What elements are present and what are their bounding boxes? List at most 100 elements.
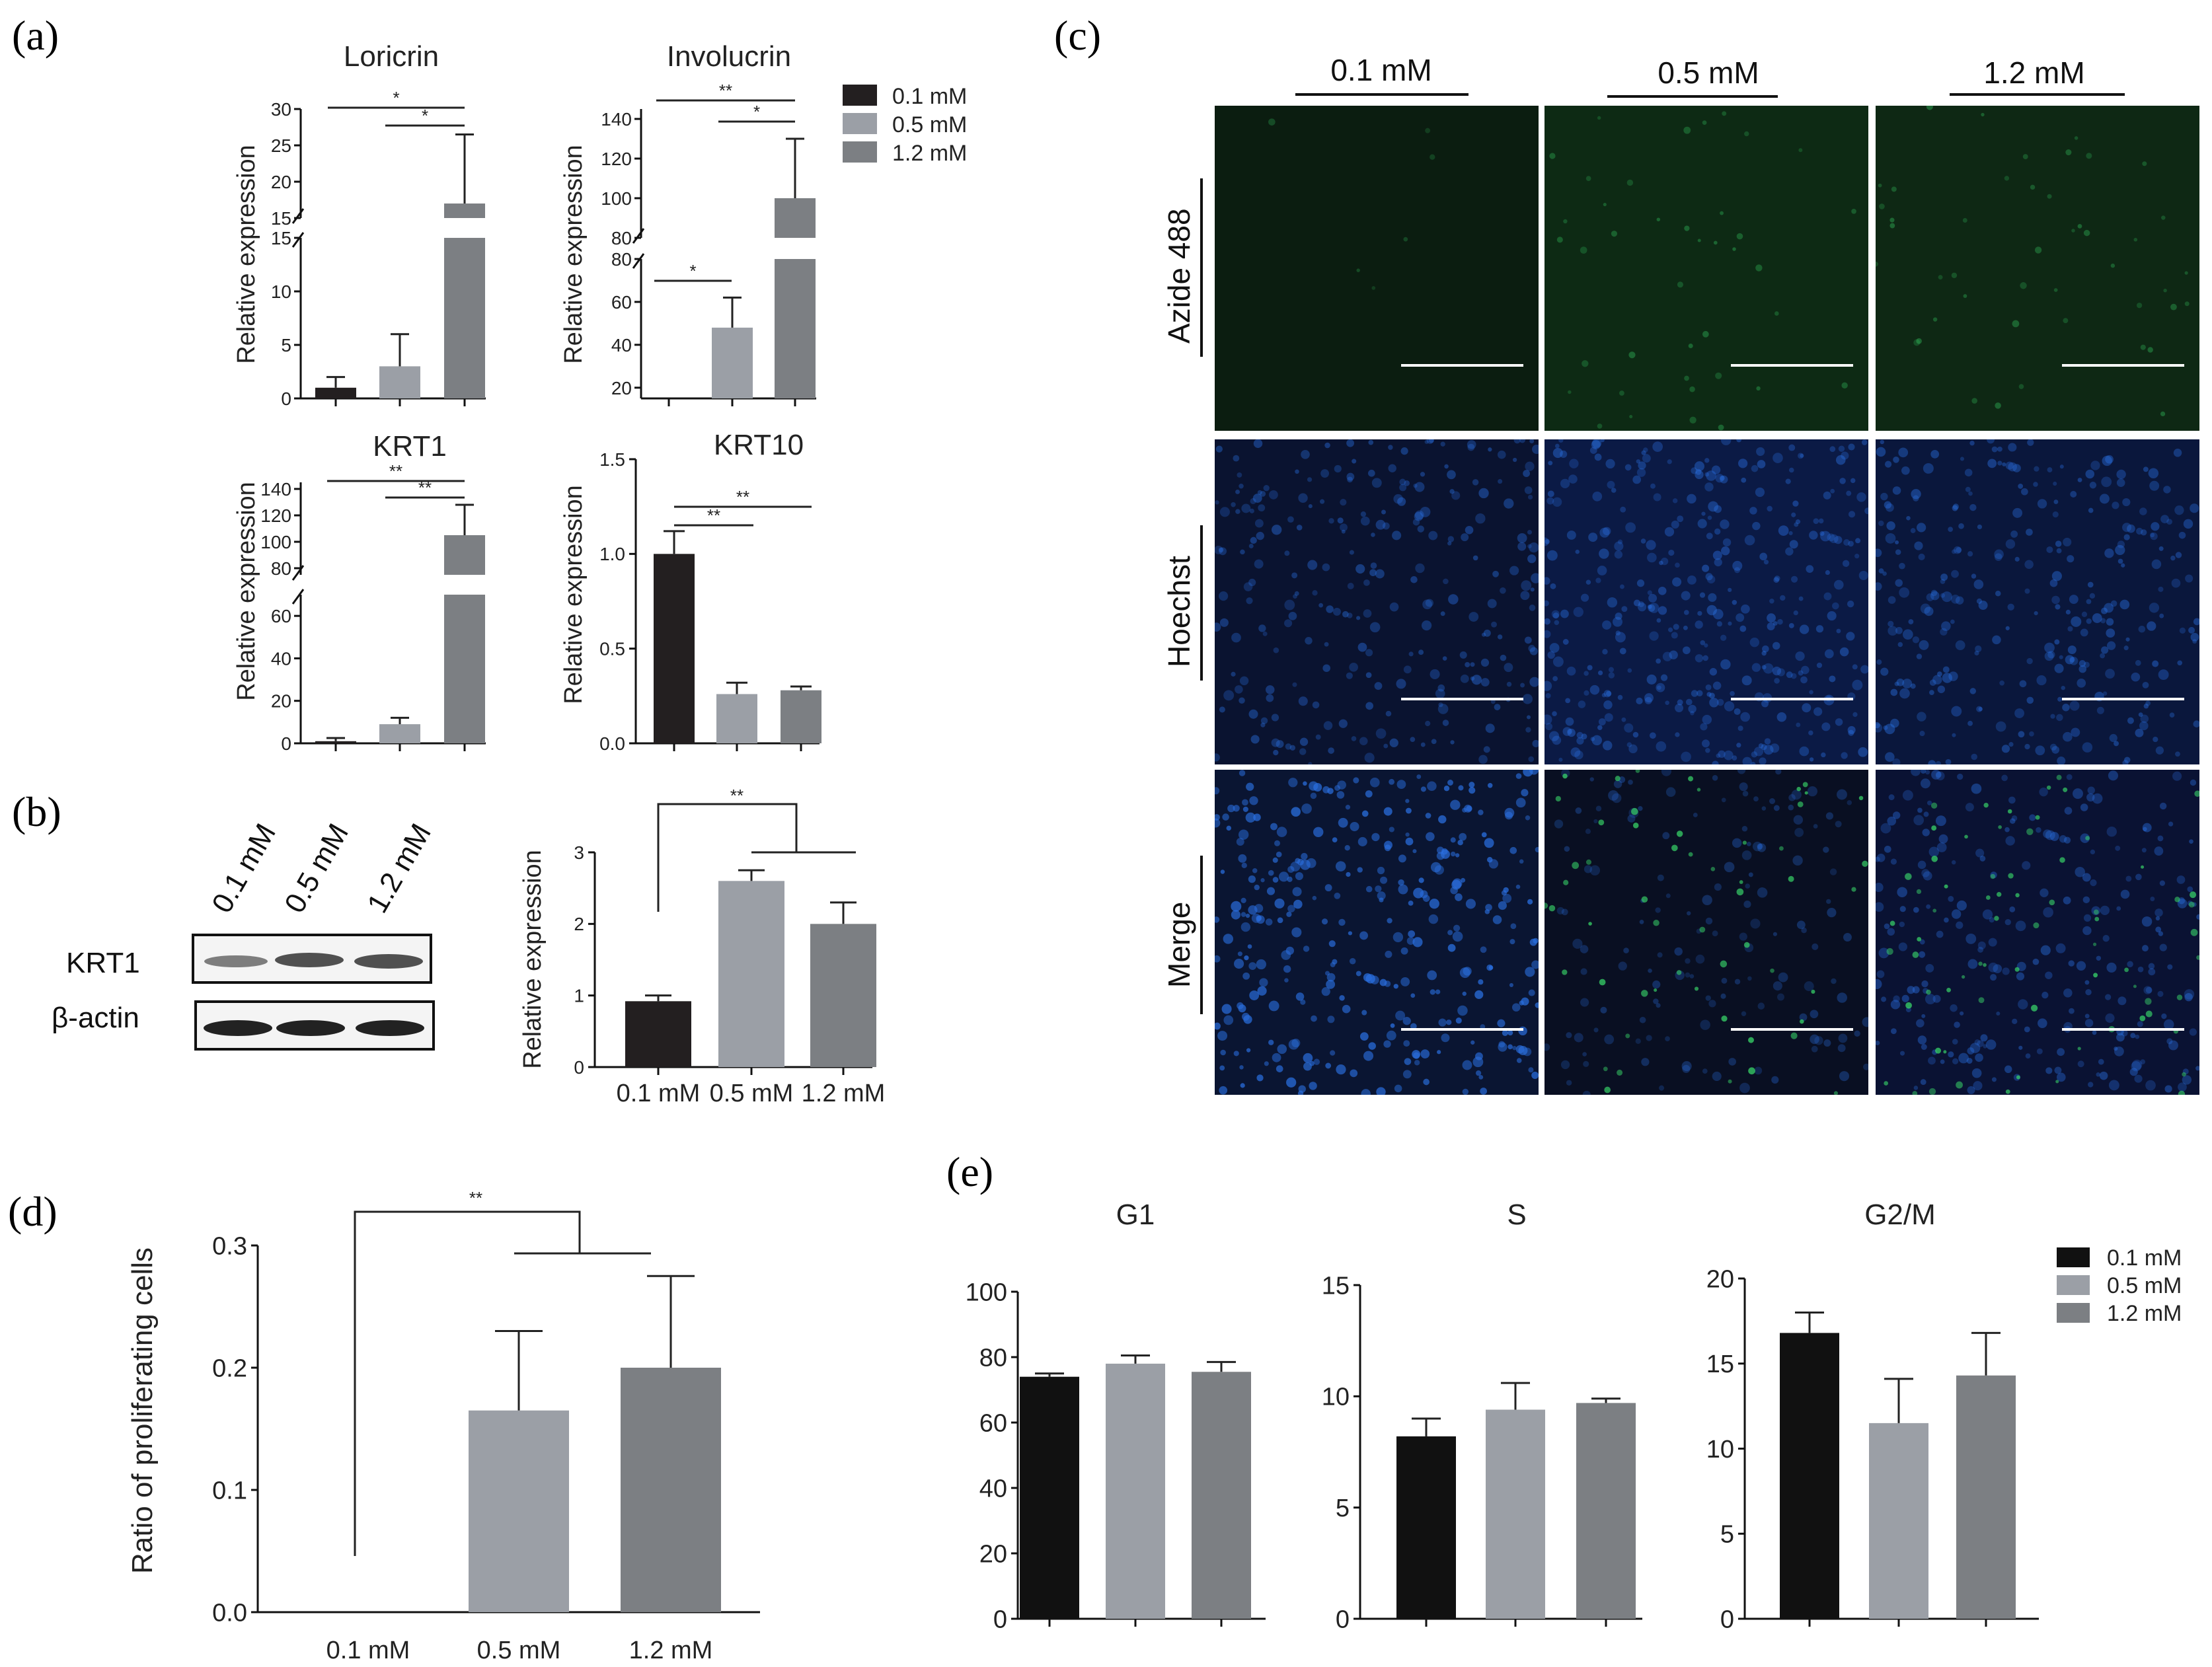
micro-merge-01-nucleus — [1223, 934, 1233, 944]
micro-hoechst-05-nucleus — [1669, 650, 1678, 659]
micro-hoechst-01-nucleus — [1219, 618, 1229, 627]
micro-merge-01-nucleus — [1227, 804, 1235, 813]
micro-merge-01-nucleus — [1408, 930, 1416, 938]
micro-hoechst-12-nucleus — [1955, 640, 1965, 651]
micro-hoechst-05-nucleus — [1724, 701, 1735, 712]
micro-merge-12-nucleus — [2004, 918, 2011, 926]
loricrin-ytick-lo-label-1: 5 — [281, 335, 291, 355]
micro-hoechst-12-nucleus — [1995, 721, 2006, 732]
micro-hoechst-05-nucleus — [1800, 453, 1804, 458]
micro-merge-01-nucleus — [1240, 912, 1246, 917]
g2m-title: G2/M — [1864, 1199, 1936, 1231]
micro-hoechst-01-nucleus — [1243, 582, 1253, 591]
micro-merge-12-nucleus — [1948, 1051, 1954, 1058]
micro-hoechst-01-nucleus — [1324, 642, 1329, 647]
micro-merge-05-nucleus — [1580, 945, 1589, 953]
micro-merge-12-nucleus — [1912, 986, 1920, 994]
krt10-bar-0 — [654, 554, 695, 743]
micro-merge-12-nucleus — [1960, 1011, 1964, 1016]
micro-hoechst-05-nucleus — [1841, 451, 1849, 460]
micro-merge-01-nucleus — [1447, 780, 1453, 786]
micro-hoechst-12-nucleus — [2114, 741, 2119, 747]
micro-merge-05-nucleus — [1600, 1006, 1607, 1014]
micro-hoechst-05-nucleus — [1751, 464, 1759, 472]
micro-hoechst-05-nucleus — [1755, 487, 1765, 498]
micro-merge-12-edu-cell — [2139, 1015, 2146, 1021]
micro-hoechst-01-nucleus — [1472, 479, 1479, 486]
micro-merge-01-nucleus — [1425, 813, 1431, 819]
micro-hoechst-01-nucleus — [1440, 441, 1445, 447]
micro-hoechst-12-nucleus — [2119, 599, 2130, 610]
micro-merge-01-nucleus — [1346, 871, 1351, 877]
micro-hoechst-05-nucleus — [1842, 560, 1850, 568]
micro-hoechst-05-nucleus — [1688, 704, 1697, 714]
micro-hoechst-01-nucleus — [1426, 439, 1434, 444]
micro-hoechst-01-nucleus — [1347, 583, 1354, 589]
micro-hoechst-05-nucleus — [1716, 698, 1724, 706]
krt1-bar-upper-2 — [444, 535, 485, 575]
micro-hoechst-05-nucleus — [1790, 673, 1797, 679]
micro-merge-12-nucleus — [2135, 1034, 2140, 1039]
micro-merge-12-nucleus — [2049, 832, 2059, 841]
micro-hoechst-01-nucleus — [1381, 509, 1387, 515]
micro-merge-01-nucleus — [1242, 806, 1248, 812]
micro-merge-12-nucleus — [2090, 849, 2096, 855]
micro-hoechst-01-nucleus — [1461, 533, 1469, 542]
micro-hoechst-05-nucleus — [1753, 747, 1764, 757]
micro-merge-12-edu-cell — [2005, 1089, 2010, 1094]
micro-hoechst-01-nucleus — [1215, 753, 1220, 762]
micro-hoechst-05-nucleus — [1718, 750, 1726, 759]
micro-merge-12-nucleus — [1893, 995, 1900, 1002]
micro-hoechst-05-nucleus — [1772, 642, 1780, 650]
micro-merge-12-edu-cell — [2059, 857, 2065, 863]
involucrin-ytick-up-label-2: 120 — [601, 149, 632, 169]
micro-hoechst-01-nucleus — [1347, 476, 1353, 483]
micro-merge-12-nucleus — [1985, 1039, 1997, 1050]
micro-merge-01-nucleus — [1525, 967, 1535, 977]
g1-bar-1 — [1106, 1363, 1165, 1619]
micro-merge-05-edu-cell — [1833, 1091, 1839, 1095]
micro-merge-01-nucleus — [1412, 849, 1417, 854]
micro-hoechst-12-nucleus — [2059, 464, 2064, 469]
micro-hoechst-05-nucleus — [1700, 640, 1706, 646]
micro-merge-12-nucleus — [2155, 926, 2162, 933]
micro-merge-05-edu-cell — [1728, 1079, 1732, 1084]
micro-merge-01-nucleus — [1274, 898, 1285, 908]
micro-merge-01-nucleus — [1215, 787, 1220, 795]
micro-azide-12-edu-cell — [1889, 217, 1895, 223]
micro-col-header-12: 1.2 mM — [1950, 56, 2125, 96]
micro-hoechst-12-nucleus — [1876, 447, 1886, 457]
micro-hoechst-01-nucleus — [1239, 484, 1244, 489]
micro-merge-01-nucleus — [1291, 1039, 1301, 1048]
micro-hoechst-05-nucleus — [1603, 690, 1611, 698]
micro-merge-12-nucleus — [1922, 829, 1930, 836]
micro-hoechst-12-nucleus — [2061, 686, 2065, 690]
micro-hoechst-01-nucleus — [1369, 569, 1377, 577]
micro-hoechst-12-nucleus — [2044, 651, 2054, 661]
micro-merge-12-nucleus — [1919, 951, 1926, 958]
micro-merge-05-nucleus — [1574, 1033, 1583, 1043]
micro-hoechst-12-nucleus — [2116, 469, 2126, 480]
micro-merge-12-nucleus — [1898, 942, 1907, 951]
micro-hoechst-01-nucleus — [1215, 622, 1221, 632]
micro-merge-12-nucleus — [2148, 968, 2156, 976]
micro-merge-01-nucleus — [1498, 1042, 1507, 1052]
micro-merge-01-nucleus — [1398, 854, 1406, 863]
micro-merge-01-nucleus — [1246, 782, 1254, 791]
micro-azide-12-edu-cell — [1981, 112, 1985, 117]
loricrin-ytick-up-label-2: 25 — [271, 135, 291, 156]
micro-merge-01-nucleus — [1376, 1087, 1386, 1095]
micro-merge-01-nucleus — [1463, 967, 1472, 976]
micro-merge-12-nucleus — [1931, 770, 1941, 780]
g2m-ytick-label-3: 15 — [1706, 1351, 1734, 1378]
micro-merge-12-nucleus — [1936, 771, 1945, 781]
micro-merge-12-nucleus — [2159, 944, 2167, 951]
micro-merge-12-nucleus — [2098, 1058, 2104, 1065]
micro-merge-12-nucleus — [2045, 971, 2053, 979]
micro-merge-01-nucleus — [1215, 818, 1221, 828]
micro-hoechst-01-nucleus — [1498, 479, 1503, 484]
micro-merge-05-nucleus — [1681, 1060, 1692, 1072]
involucrin-break-mark-2 — [632, 228, 645, 244]
involucrin-break-mark-1 — [632, 253, 645, 269]
